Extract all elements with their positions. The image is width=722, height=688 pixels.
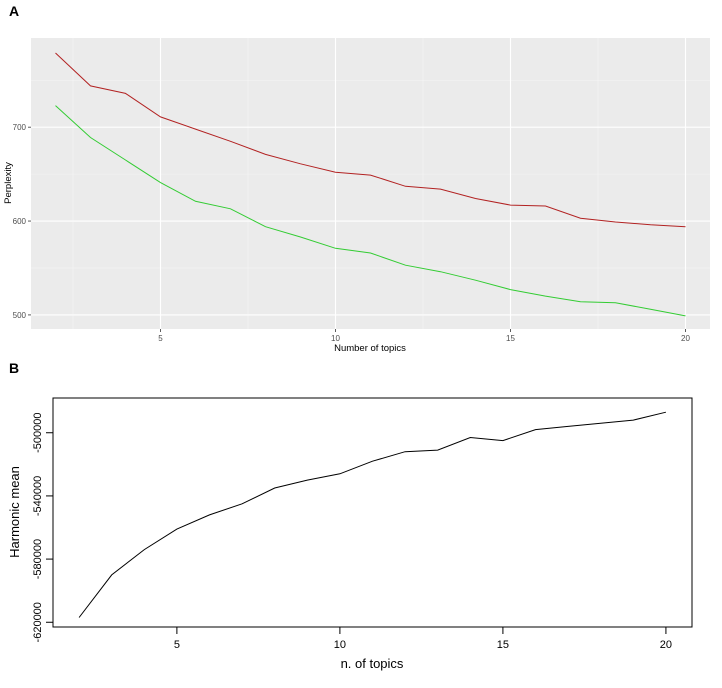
panel-a-ticks: 5 10 15 20 500 600 700 bbox=[13, 123, 691, 343]
panel-b-y-tick-label: -540000 bbox=[32, 476, 44, 516]
panel-a-y-tick-label: 600 bbox=[13, 217, 27, 226]
panel-b-letter: B bbox=[9, 360, 19, 376]
panel-b-y-tick-label: -580000 bbox=[32, 539, 44, 579]
panel-a-letter: A bbox=[9, 3, 19, 19]
panel-a-x-tick-label: 15 bbox=[506, 334, 515, 343]
panel-b-x-tick-label: 15 bbox=[497, 639, 509, 651]
panel-a-x-tick-label: 5 bbox=[158, 334, 163, 343]
panel-a-series-line-1 bbox=[55, 52, 686, 228]
panel-a-y-tick-label: 700 bbox=[13, 123, 27, 132]
panel-b-ticks: 5 10 15 20 -620000 -580000 -540000 -500000 bbox=[32, 413, 672, 651]
panel-a-grid bbox=[31, 38, 710, 329]
panel-b-x-tick-label: 5 bbox=[174, 639, 180, 651]
panel-a-x-axis-label: Number of topics bbox=[334, 343, 406, 354]
panel-a-x-tick-label: 20 bbox=[681, 334, 690, 343]
panel-b-series-line-1 bbox=[78, 411, 667, 618]
panel-b-x-tick-label: 20 bbox=[660, 639, 672, 651]
panel-a-y-axis-label: Perplexity bbox=[3, 162, 14, 204]
panel-a-y-tick-label: 500 bbox=[13, 311, 27, 320]
panel-b-x-tick-label: 10 bbox=[334, 639, 346, 651]
panel-b-y-tick-label: -500000 bbox=[32, 413, 44, 453]
panel-b-x-axis-label: n. of topics bbox=[341, 656, 404, 671]
panel-a-plot-background bbox=[31, 38, 710, 329]
panel-a-x-tick-label: 10 bbox=[331, 334, 340, 343]
panel-b-series bbox=[78, 411, 667, 618]
panel-b-y-tick-label: -620000 bbox=[32, 602, 44, 642]
panel-b-plot-frame bbox=[52, 397, 693, 628]
panel-a-series-line-2 bbox=[55, 105, 686, 317]
panel-a-series bbox=[55, 52, 686, 317]
panel-b-y-axis-label: Harmonic mean bbox=[7, 466, 22, 558]
